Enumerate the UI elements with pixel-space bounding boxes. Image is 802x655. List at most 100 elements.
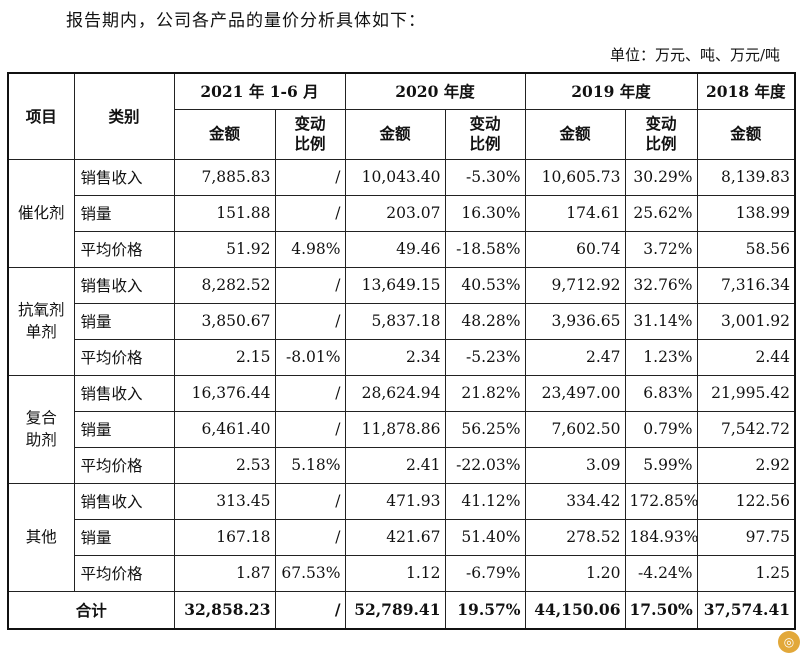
table-row: 抗氧剂 单剂 销售收入 8,282.52/13,649.15 40.53% 9,712.9… [7, 266, 796, 376]
value-cell: 60.74 [524, 230, 626, 268]
value-cell: -8.01% [274, 338, 346, 376]
value-cell: 1.12 [344, 554, 446, 592]
value-cell: / [274, 410, 346, 448]
header-change: 变动 比例 [444, 108, 526, 160]
value-cell: 48.28% [444, 302, 526, 340]
total-cell: 44,150.06 [524, 590, 626, 630]
value-cell: 2.92 [696, 446, 796, 484]
value-cell: / [274, 266, 346, 304]
value-cell: 7,316.34 [696, 266, 796, 304]
value-cell: 1.87 [173, 554, 276, 592]
total-cell: 37,574.41 [696, 590, 796, 630]
value-cell: 313.45 [173, 482, 276, 520]
value-cell: 278.52 [524, 518, 626, 556]
table-row: 其他 销售收入 313.45/471.93 41.12% 334.42 172.85% 12… [7, 482, 796, 592]
value-cell: 1.20 [524, 554, 626, 592]
header-type: 类别 [73, 72, 175, 160]
value-cell: -4.24% [624, 554, 698, 592]
value-cell: 0.79% [624, 410, 698, 448]
total-cell: 52,789.41 [344, 590, 446, 630]
value-cell: 3,001.92 [696, 302, 796, 340]
header-period-2019: 2019 年度 [524, 72, 698, 110]
table-row: 平均价格 51.92 4.98% 49.46 -18.58% 60.74 3.72% 58.5… [8, 230, 796, 268]
price-volume-table: 项目 类别 2021 年 1-6 月 2020 年度 2019 年度 2018 … [7, 72, 797, 630]
header-change: 变动 比例 [624, 108, 698, 160]
row-label: 平均价格 [73, 338, 175, 376]
value-cell: 2.47 [524, 338, 626, 376]
value-cell: 41.12% [444, 482, 526, 520]
total-cell: / [274, 590, 346, 630]
value-cell: 5,837.18 [344, 302, 446, 340]
table-row: 平均价格 2.53 5.18% 2.41 -22.03% 3.09 5.99% 2.92 [8, 446, 796, 484]
row-label: 销售收入 [73, 374, 175, 412]
row-label: 销量 [73, 518, 175, 556]
value-cell: 31.14% [624, 302, 698, 340]
row-label: 销量 [73, 410, 175, 448]
value-cell: 2.15 [173, 338, 276, 376]
value-cell: 167.18 [173, 518, 276, 556]
value-cell: 3,850.67 [173, 302, 276, 340]
value-cell: 2.44 [696, 338, 796, 376]
value-cell: 5.18% [274, 446, 346, 484]
value-cell: 421.67 [344, 518, 446, 556]
header-period-2021h1: 2021 年 1-6 月 [173, 72, 346, 110]
value-cell: -5.23% [444, 338, 526, 376]
category-cell: 其他 [7, 482, 75, 592]
value-cell: 49.46 [344, 230, 446, 268]
value-cell: 28,624.94 [344, 374, 446, 412]
value-cell: 203.07 [344, 194, 446, 232]
table-row: 催化剂 销售收入 7,885.83/10,043.40 -5.30% 10,605.73… [7, 158, 796, 268]
value-cell: / [274, 302, 346, 340]
value-cell: / [274, 158, 346, 196]
value-cell: 30.29% [624, 158, 698, 196]
header-change: 变动 比例 [274, 108, 346, 160]
header-row-metrics: 金额 变动 比例 金额 变动 比例 金额 变动 比例 金额 [8, 108, 796, 160]
row-label: 平均价格 [73, 446, 175, 484]
value-cell: 10,043.40 [344, 158, 446, 196]
value-cell: 8,282.52 [173, 266, 276, 304]
value-cell: 16.30% [444, 194, 526, 232]
value-cell: 23,497.00 [524, 374, 626, 412]
header-amount: 金额 [696, 108, 796, 160]
value-cell: 2.53 [173, 446, 276, 484]
total-cell: 17.50% [624, 590, 698, 630]
header-amount: 金额 [173, 108, 276, 160]
row-label: 销售收入 [73, 266, 175, 304]
value-cell: 2.34 [344, 338, 446, 376]
header-period-2018: 2018 年度 [696, 72, 796, 110]
value-cell: 6,461.40 [173, 410, 276, 448]
table-row: 销量 6,461.40/11,878.86 56.25% 7,602.50 0.79% 7… [8, 410, 796, 448]
header-period-2020: 2020 年度 [344, 72, 526, 110]
value-cell: / [274, 374, 346, 412]
value-cell: 184.93% [624, 518, 698, 556]
category-cell: 催化剂 [7, 158, 75, 268]
value-cell: 9,712.92 [524, 266, 626, 304]
table-row: 销量 167.18/421.67 51.40% 278.52 184.93% 97.75 [8, 518, 796, 556]
value-cell: 32.76% [624, 266, 698, 304]
value-cell: 7,602.50 [524, 410, 626, 448]
value-cell: 58.56 [696, 230, 796, 268]
row-label: 销量 [73, 302, 175, 340]
value-cell: 97.75 [696, 518, 796, 556]
header-amount: 金额 [524, 108, 626, 160]
table-row: 销量 151.88/203.07 16.30% 174.61 25.62% 138.99 [8, 194, 796, 232]
value-cell: 10,605.73 [524, 158, 626, 196]
value-cell: 334.42 [524, 482, 626, 520]
value-cell: 25.62% [624, 194, 698, 232]
value-cell: 51.40% [444, 518, 526, 556]
value-cell: / [274, 482, 346, 520]
value-cell: 151.88 [173, 194, 276, 232]
value-cell: 1.25 [696, 554, 796, 592]
total-cell: 19.57% [444, 590, 526, 630]
total-row: 合计 32,858.23 / 52,789.41 19.57% 44,150.0… [7, 590, 796, 630]
category-cell: 抗氧剂 单剂 [7, 266, 75, 376]
value-cell: 13,649.15 [344, 266, 446, 304]
value-cell: 40.53% [444, 266, 526, 304]
value-cell: 1.23% [624, 338, 698, 376]
category-cell: 复合 助剂 [7, 374, 75, 484]
table-row: 复合 助剂 销售收入 16,376.44/28,624.94 21.82% 23,497.… [7, 374, 796, 484]
value-cell: 471.93 [344, 482, 446, 520]
table-row: 平均价格 2.15 -8.01% 2.34 -5.23% 2.47 1.23% 2.44 [8, 338, 796, 376]
value-cell: -22.03% [444, 446, 526, 484]
row-label: 销售收入 [73, 158, 175, 196]
